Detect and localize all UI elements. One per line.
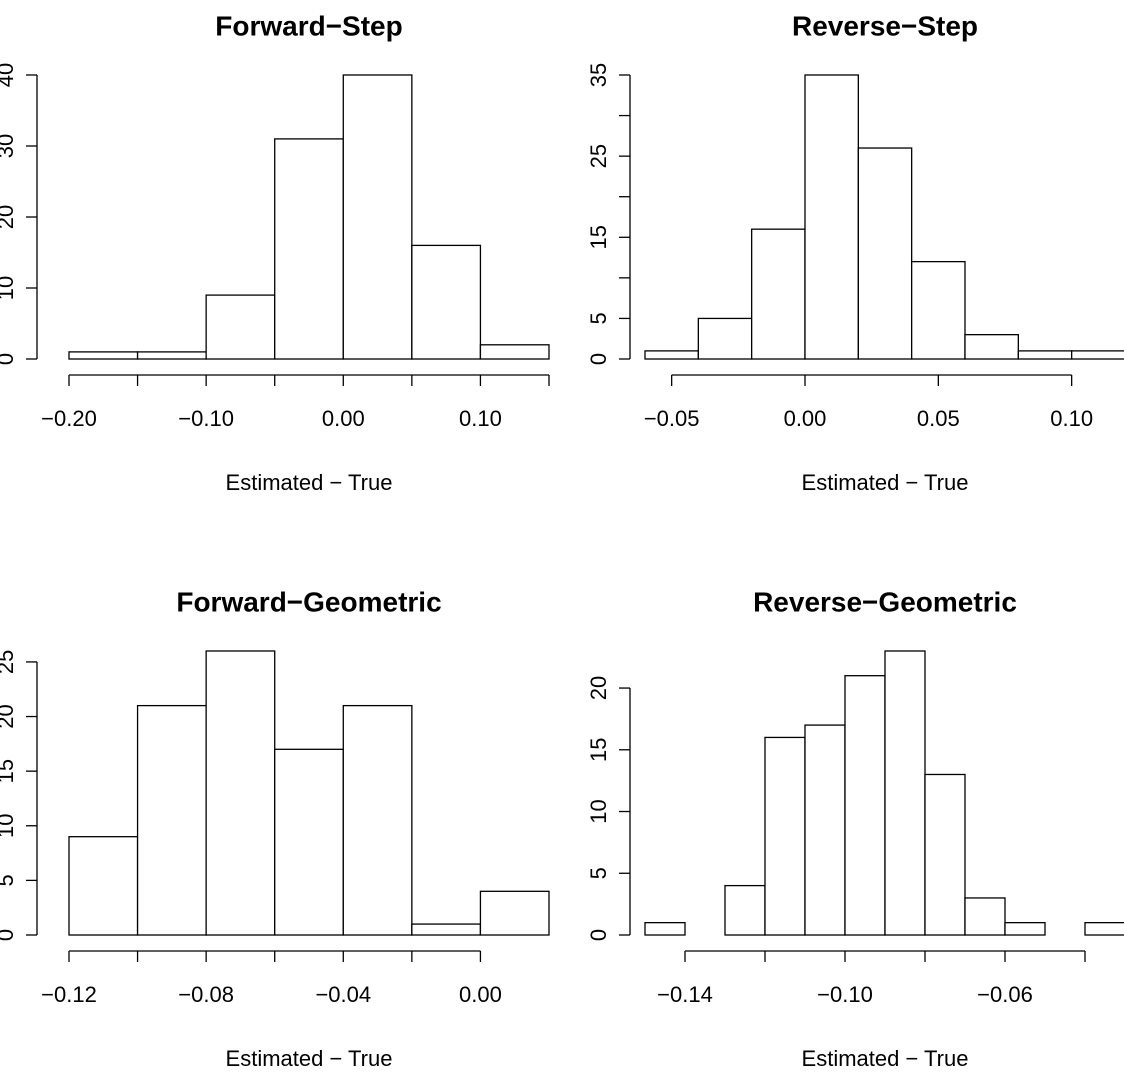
bar xyxy=(411,244,482,360)
panel: Reverse−Geometric Estimated − True −0.14 −0… xyxy=(586,586,1124,1071)
y-tick-label: 25 xyxy=(0,650,18,674)
y-tick-label: 5 xyxy=(586,312,611,324)
bar xyxy=(764,736,806,936)
y-tick-label: 10 xyxy=(0,276,18,300)
bar xyxy=(1071,350,1124,360)
x-tick-label: 0.00 xyxy=(784,406,827,431)
x-tick-label: −0.05 xyxy=(644,406,700,431)
bar xyxy=(68,836,139,936)
bar xyxy=(804,74,859,360)
panel-title: Reverse−Step xyxy=(792,10,978,41)
bar xyxy=(857,147,913,360)
x-axis-label: Estimated − True xyxy=(226,1046,393,1071)
x-tick-label: −0.08 xyxy=(178,982,234,1007)
y-tick-label: 0 xyxy=(586,353,611,365)
x-axis-label: Estimated − True xyxy=(802,470,969,495)
y-tick-label: 35 xyxy=(586,63,611,87)
bar xyxy=(751,228,806,360)
x-axis-label: Estimated − True xyxy=(226,470,393,495)
bar xyxy=(804,724,846,936)
y-tick-label: 10 xyxy=(0,814,18,838)
x-tick-label: 0.10 xyxy=(1050,406,1093,431)
y-tick-label: 0 xyxy=(0,353,18,365)
x-tick-label: 0.05 xyxy=(917,406,960,431)
bar xyxy=(411,923,482,936)
y-tick-label: 15 xyxy=(586,738,611,762)
bar xyxy=(205,294,276,360)
bar xyxy=(68,351,139,360)
y-tick-label: 40 xyxy=(0,63,18,87)
panel-title: Reverse−Geometric xyxy=(753,586,1017,617)
x-tick-label: −0.12 xyxy=(41,982,97,1007)
bar xyxy=(342,74,413,360)
y-tick-label: 20 xyxy=(0,704,18,728)
bar xyxy=(136,351,207,360)
x-tick-label: −0.10 xyxy=(817,982,873,1007)
bar xyxy=(1017,350,1073,360)
y-tick-label: 0 xyxy=(0,929,18,941)
bar xyxy=(724,884,766,936)
bar xyxy=(274,748,344,936)
y-tick-label: 15 xyxy=(586,225,611,249)
x-tick-label: 0.00 xyxy=(322,406,365,431)
bar xyxy=(844,675,886,936)
bar xyxy=(644,350,699,360)
y-tick-label: 20 xyxy=(586,676,611,700)
y-tick-label: 30 xyxy=(0,134,18,158)
bar xyxy=(964,334,1019,360)
bar xyxy=(697,317,753,360)
y-tick-label: 25 xyxy=(586,144,611,168)
panel: Reverse−Step Estimated − True −0.05 0.00 0.0… xyxy=(586,10,1124,495)
bar xyxy=(924,773,966,936)
bar xyxy=(342,704,413,936)
x-tick-label: −0.04 xyxy=(315,982,371,1007)
x-axis-label: Estimated − True xyxy=(802,1046,969,1071)
y-tick-label: 15 xyxy=(0,759,18,783)
y-tick-label: 10 xyxy=(586,799,611,823)
bar xyxy=(479,344,550,360)
bar xyxy=(1004,922,1046,936)
bar xyxy=(884,650,926,936)
x-tick-label: 0.00 xyxy=(459,982,502,1007)
bar xyxy=(205,650,276,936)
bar xyxy=(1084,922,1124,936)
x-tick-label: −0.06 xyxy=(977,982,1033,1007)
panel-title: Forward−Geometric xyxy=(176,586,441,617)
bar xyxy=(644,922,686,936)
y-tick-label: 0 xyxy=(586,929,611,941)
y-tick-label: 5 xyxy=(0,874,18,886)
bar xyxy=(964,897,1006,936)
bar xyxy=(911,260,966,360)
bar xyxy=(479,890,550,936)
bar xyxy=(136,704,207,936)
x-tick-label: 0.10 xyxy=(459,406,502,431)
panel: Forward−Geometric Estimated − True −0.12 −0… xyxy=(0,586,550,1071)
y-tick-label: 20 xyxy=(0,205,18,229)
x-tick-label: −0.10 xyxy=(178,406,234,431)
y-tick-label: 5 xyxy=(586,867,611,879)
x-tick-label: −0.20 xyxy=(41,406,97,431)
bar xyxy=(274,138,344,360)
x-tick-label: −0.14 xyxy=(657,982,713,1007)
panel: Forward−Step Estimated − True −0.20 −0.10 0.… xyxy=(0,10,550,495)
panel-title: Forward−Step xyxy=(215,10,402,41)
